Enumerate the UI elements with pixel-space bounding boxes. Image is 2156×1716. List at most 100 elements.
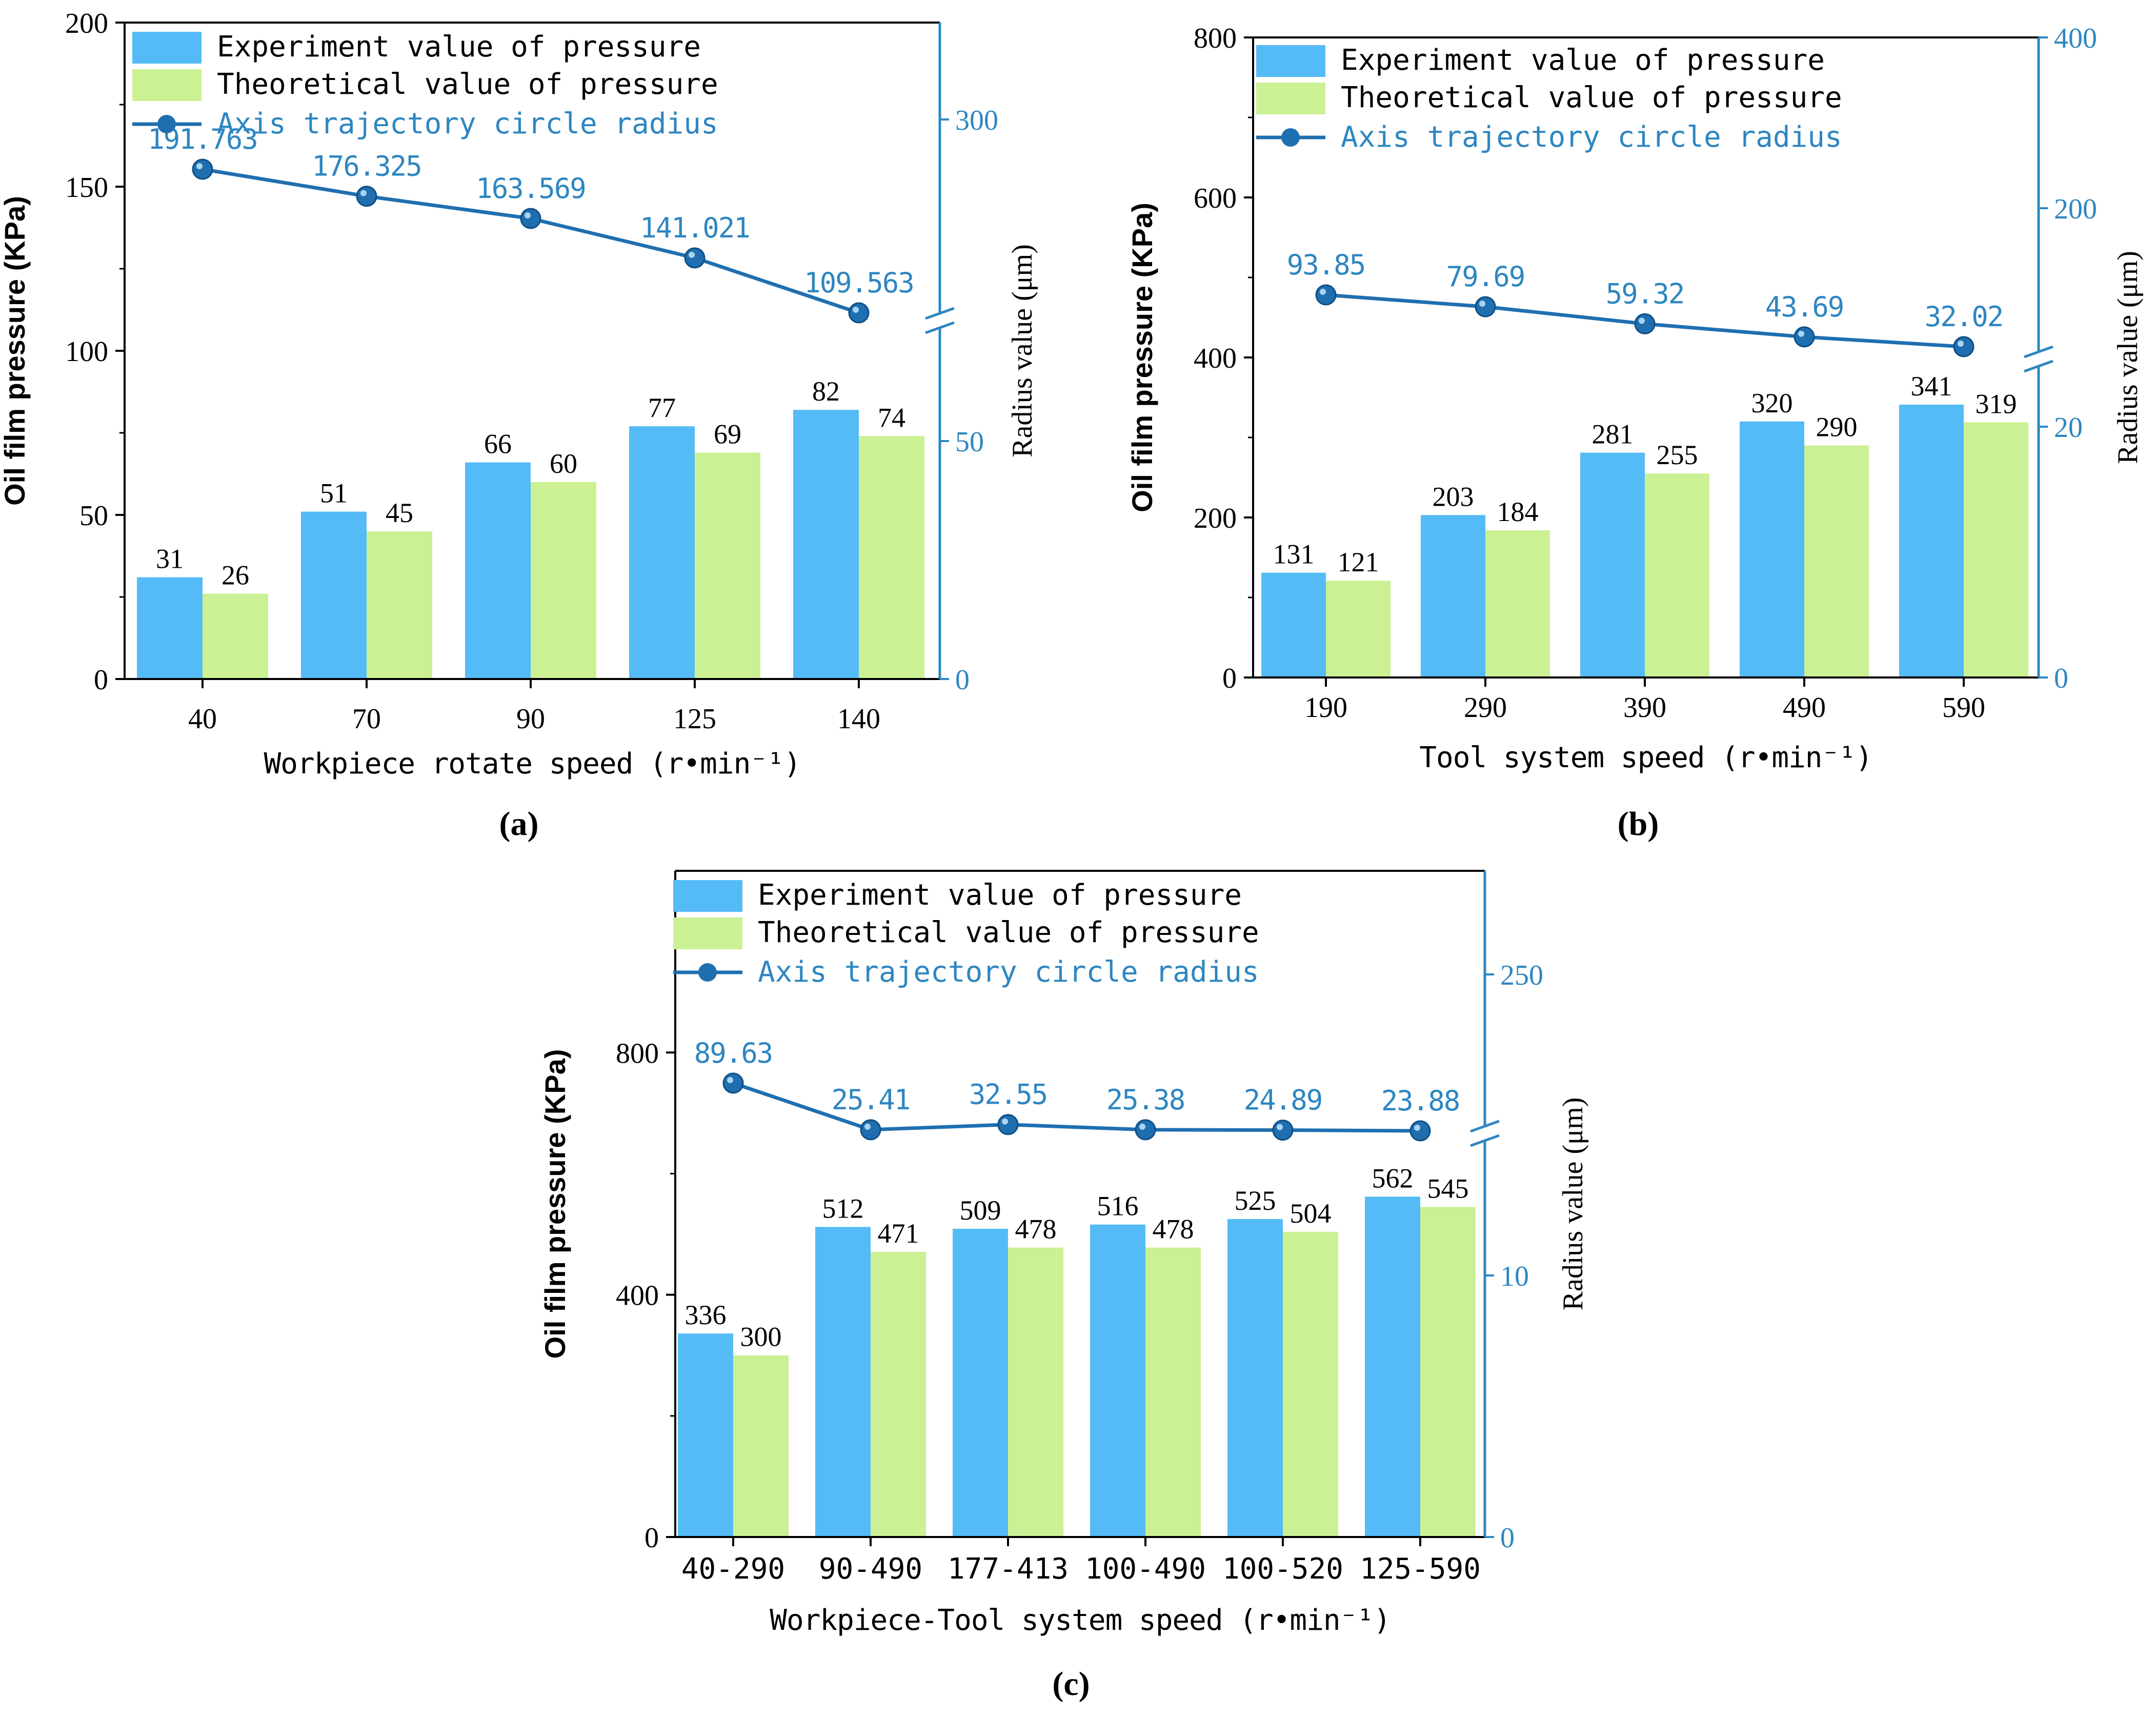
bar-theoretical (1283, 1231, 1338, 1537)
radius-point (1135, 1119, 1156, 1141)
bar-experiment (1365, 1196, 1420, 1537)
data-label-experiment: 82 (812, 376, 840, 407)
axis-break-mark (2024, 345, 2053, 358)
radius-point-highlight (1002, 1118, 1008, 1125)
y-axis-title: Oil film pressure (KPa) (1126, 203, 1158, 512)
x-tick-label: 100-520 (1222, 1552, 1343, 1586)
y2-tick-label: 0 (1500, 1522, 1515, 1554)
x-axis-title: Workpiece-Tool system speed (r•min⁻¹) (770, 1604, 1390, 1637)
radius-point (1634, 313, 1656, 334)
bar-theoretical (859, 436, 924, 679)
data-label-radius: 109.563 (804, 267, 914, 299)
y-axis-title: Oil film pressure (KPa) (0, 196, 31, 506)
y-axis-title: Oil film pressure (KPa) (539, 1049, 571, 1359)
bar-theoretical (1485, 530, 1550, 677)
legend-label-theoretical: Theoretical value of pressure (758, 916, 1259, 949)
legend: Experiment value of pressure Theoretical … (132, 30, 718, 141)
data-label-experiment: 509 (960, 1195, 1001, 1226)
data-label-radius: 176.325 (312, 150, 421, 183)
legend-swatch-experiment (1256, 45, 1325, 77)
bar-experiment (815, 1227, 871, 1537)
x-tick-label: 590 (1942, 692, 1985, 724)
y2-tick-label: 10 (1500, 1261, 1529, 1292)
data-label-experiment: 131 (1273, 539, 1315, 570)
data-label-experiment: 336 (685, 1300, 727, 1330)
x-tick-label: 125 (673, 703, 716, 735)
radius-line (732, 1081, 1421, 1133)
data-label-theoretical: 471 (878, 1218, 919, 1249)
bar-experiment (1261, 572, 1326, 677)
x-tick-label: 90-490 (819, 1552, 922, 1586)
radius-point-highlight (1798, 330, 1804, 337)
legend-label-theoretical: Theoretical value of pressure (217, 68, 718, 101)
x-tick-label: 40 (188, 703, 217, 735)
y-tick-label: 200 (1194, 503, 1237, 534)
data-label-experiment: 281 (1592, 419, 1634, 450)
radius-point-highlight (196, 163, 203, 169)
legend-swatch-experiment (673, 880, 742, 912)
legend-marker (157, 115, 176, 133)
data-label-radius: 32.55 (969, 1079, 1047, 1111)
y-tick-label: 800 (1194, 23, 1237, 54)
bar-theoretical (203, 593, 268, 679)
y2-tick-label: 0 (2054, 663, 2068, 694)
legend-label-experiment: Experiment value of pressure (1341, 44, 1825, 77)
legend: Experiment value of pressure Theoretical … (673, 879, 1259, 989)
chart-panel-a: 31265145666077698274191.763176.325163.56… (0, 8, 1038, 843)
legend-swatch-theoretical (132, 69, 202, 101)
x-tick-label: 125-590 (1360, 1552, 1481, 1586)
bar-theoretical (367, 531, 432, 679)
bar-theoretical (1145, 1247, 1201, 1537)
bar-experiment (301, 511, 367, 679)
legend: Experiment value of pressure Theoretical … (1256, 44, 1842, 154)
bar-theoretical (1645, 473, 1709, 677)
y-tick-label: 0 (644, 1522, 659, 1554)
bar-theoretical (1326, 581, 1391, 677)
x-tick-label: 100-490 (1085, 1552, 1206, 1586)
y2-axis-title: Radius value (μm) (1557, 1098, 1589, 1311)
data-label-theoretical: 74 (878, 402, 905, 433)
bar-experiment (793, 410, 859, 679)
y-tick-label: 100 (65, 336, 108, 368)
chart-panel-c: 336 300 512 471 509 478 516 478 525 504 562 545 89.6… (539, 870, 1589, 1703)
legend-label-experiment: Experiment value of pressure (758, 879, 1242, 912)
legend-label-radius: Axis trajectory circle radius (1341, 121, 1842, 154)
data-label-theoretical: 26 (221, 560, 249, 591)
radius-point (848, 302, 870, 324)
data-label-experiment: 516 (1097, 1191, 1139, 1222)
y-tick-label: 600 (1194, 183, 1237, 214)
bar-experiment (1421, 515, 1485, 677)
x-tick-label: 190 (1304, 692, 1347, 724)
radius-point-highlight (727, 1077, 733, 1083)
data-label-theoretical: 45 (386, 497, 413, 528)
data-label-radius: 23.88 (1381, 1085, 1460, 1117)
bar-theoretical (871, 1251, 926, 1537)
data-label-radius: 163.569 (476, 172, 586, 205)
radius-point (997, 1114, 1019, 1135)
legend-label-radius: Axis trajectory circle radius (758, 955, 1259, 989)
legend-swatch-experiment (132, 32, 202, 64)
bar-experiment (1580, 452, 1645, 677)
data-label-radius: 141.021 (640, 212, 750, 244)
radius-point-highlight (525, 212, 531, 219)
radius-point (1409, 1120, 1431, 1142)
data-label-theoretical: 319 (1976, 388, 2017, 419)
data-label-experiment: 66 (484, 429, 512, 460)
x-tick-label: 490 (1783, 692, 1826, 724)
data-label-experiment: 341 (1911, 371, 1952, 402)
axis-break-mark (2024, 360, 2053, 373)
y2-tick-label: 0 (955, 664, 970, 696)
radius-point-highlight (1414, 1125, 1420, 1131)
bar-experiment (953, 1228, 1008, 1537)
radius-point (356, 186, 377, 207)
x-axis-title: Workpiece rotate speed (r•min⁻¹) (264, 747, 801, 781)
radius-point-highlight (360, 190, 367, 196)
bar-experiment (1090, 1224, 1145, 1537)
y-tick-label: 150 (65, 172, 108, 204)
radius-point-highlight (689, 251, 695, 258)
bar-theoretical (1964, 422, 2028, 677)
radius-point-highlight (1320, 289, 1326, 295)
radius-point-highlight (1139, 1123, 1145, 1130)
x-tick-label: 390 (1623, 692, 1666, 724)
y2-axis-title: Radius value (μm) (1006, 244, 1038, 457)
